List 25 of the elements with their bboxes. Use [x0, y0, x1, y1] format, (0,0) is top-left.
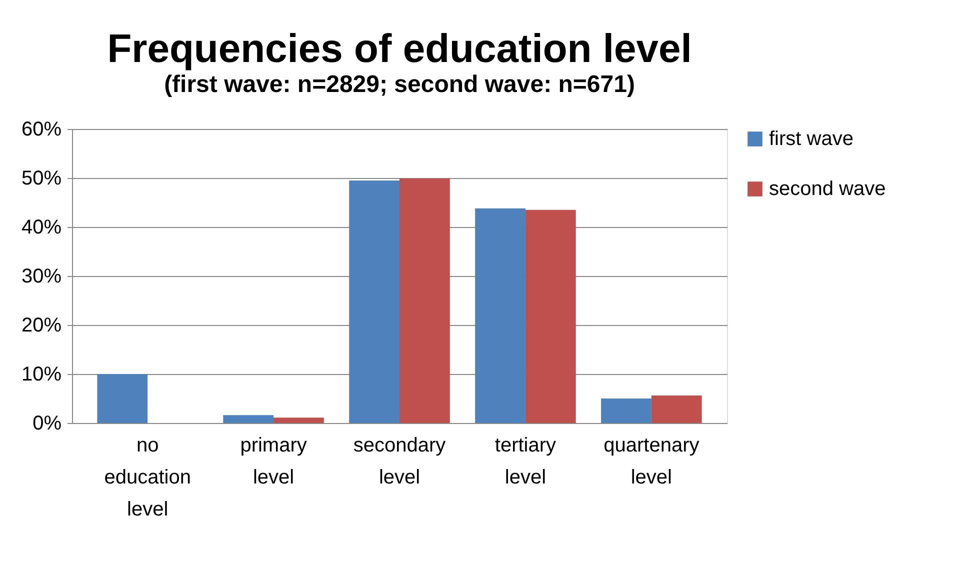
bar: [97, 374, 148, 423]
y-tick-label: 50%: [21, 168, 62, 190]
bar: [349, 180, 400, 423]
chart-title: Frequencies of education level: [107, 27, 692, 71]
x-tick-label: secondary level: [353, 434, 446, 488]
x-tick-label: primary level: [240, 434, 307, 488]
y-tick-label: 30%: [21, 266, 62, 288]
bar: [274, 418, 324, 423]
legend-label: first wave: [769, 128, 854, 150]
y-tick-label: 0%: [32, 412, 62, 434]
y-tick-label: 10%: [21, 364, 62, 386]
y-tick-label: 40%: [21, 216, 62, 238]
x-tick-label: no education level: [104, 434, 191, 520]
legend-label: second wave: [769, 178, 886, 200]
y-tick-label: 60%: [21, 118, 62, 140]
chart-subtitle: (first wave: n=2829; second wave: n=671): [164, 71, 635, 98]
x-tick-label: tertiary level: [494, 434, 556, 488]
bar: [525, 210, 576, 423]
bar: [601, 398, 652, 423]
y-tick-label: 20%: [21, 314, 62, 336]
x-tick-label: quartenary level: [604, 434, 700, 488]
bar: [475, 208, 526, 423]
bar: [223, 415, 274, 423]
bar: [651, 396, 702, 423]
bar: [400, 178, 450, 423]
